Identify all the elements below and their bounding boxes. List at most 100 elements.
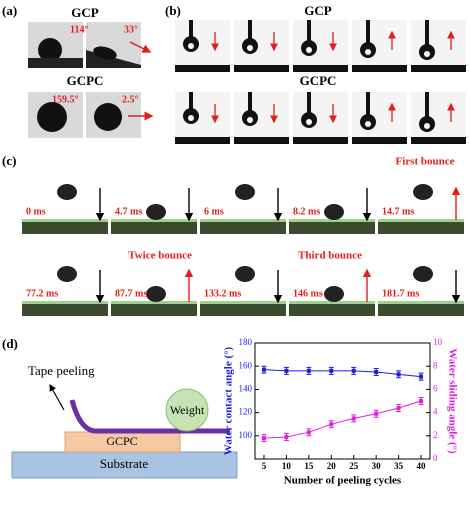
surface	[28, 58, 83, 68]
angle-label: 33°	[124, 24, 138, 35]
marker	[419, 399, 424, 403]
y2-tick-label: 6	[433, 383, 438, 393]
time-label: 6 ms	[204, 206, 224, 217]
frame-row: 0 ms 4.7 ms 6 ms 8.2 ms 14.7 ms 77.2 ms 87.7 m…	[22, 170, 464, 316]
photo	[352, 92, 407, 144]
marker	[306, 430, 311, 435]
droplet	[413, 184, 433, 200]
x-tick-label: 30	[372, 461, 382, 471]
surface	[22, 220, 108, 234]
surface	[289, 220, 375, 234]
marker	[261, 367, 266, 372]
angle-label: 114°	[70, 24, 88, 35]
marker	[261, 436, 266, 441]
label: Weight	[170, 403, 205, 417]
surface	[378, 220, 464, 234]
time-label: 87.7 ms	[115, 288, 147, 299]
marker	[351, 368, 356, 373]
panel-label: (d)	[2, 336, 18, 351]
label: Tape peeling	[28, 363, 95, 378]
marker	[396, 405, 401, 410]
marker	[306, 368, 311, 373]
surface	[200, 302, 286, 316]
photo	[411, 92, 466, 144]
droplet-glint	[247, 45, 253, 51]
angle-label: 2.5°	[122, 94, 139, 105]
droplet-glint	[424, 123, 430, 129]
surface	[293, 65, 348, 72]
y-tick-label: 160	[239, 360, 253, 370]
tape	[69, 399, 230, 434]
droplet	[235, 266, 255, 282]
surface-edge	[22, 301, 108, 304]
droplet-glint	[188, 43, 194, 49]
marker	[419, 374, 424, 379]
chart: 100 120 140 160 180 0 2 4 6 8 10 5 10 15 20 25 30 35 40 Num…	[223, 337, 459, 486]
photo	[293, 92, 348, 144]
substrate	[11, 451, 238, 479]
marker	[329, 368, 334, 373]
y2-axis-label: Water sliding angle (°)	[446, 348, 458, 454]
surface-edge	[289, 301, 375, 304]
marker	[284, 434, 289, 439]
needle	[307, 20, 311, 46]
x-axis-label: Number of peeling cycles	[284, 475, 402, 487]
surface-edge	[111, 219, 197, 222]
surface	[378, 302, 464, 316]
plot-frame	[254, 342, 431, 460]
droplet-glint	[365, 121, 371, 127]
label: Substrate	[100, 456, 149, 471]
needle	[307, 92, 311, 118]
weight	[165, 388, 209, 432]
photo	[352, 20, 407, 72]
marker	[396, 372, 401, 377]
droplet	[57, 266, 77, 282]
droplet-glint	[306, 47, 312, 53]
surface-edge	[200, 219, 286, 222]
photo	[175, 20, 230, 72]
surface	[352, 137, 407, 144]
time-label: 146 ms	[293, 288, 323, 299]
droplet	[37, 102, 67, 132]
surface-edge	[22, 219, 108, 222]
droplet-glint	[247, 117, 253, 123]
x-tick-label: 40	[417, 461, 427, 471]
panel-title: GCP	[304, 3, 332, 18]
droplet	[38, 38, 62, 62]
droplet-glint	[424, 51, 430, 57]
droplet	[57, 184, 77, 200]
needle	[189, 92, 193, 112]
surface-edge	[111, 301, 197, 304]
surface-edge	[200, 301, 286, 304]
droplet	[324, 204, 344, 220]
x-tick-label: 10	[282, 461, 292, 471]
droplet-glint	[365, 49, 371, 55]
surface	[175, 65, 230, 72]
y2-tick-label: 8	[433, 360, 438, 370]
droplet	[94, 103, 122, 131]
annotation: Third bounce	[298, 250, 362, 262]
marker	[374, 370, 379, 374]
y-axis-label: Water contact angle (°)	[223, 346, 235, 455]
needle	[366, 20, 370, 49]
photo	[411, 20, 466, 72]
surface	[411, 137, 466, 144]
panel-label: (c)	[2, 153, 16, 168]
droplet	[324, 286, 344, 302]
surface	[234, 65, 289, 72]
panel-title: GCP	[71, 5, 99, 20]
marker	[284, 368, 289, 373]
panel-title: GCPC	[300, 73, 337, 88]
needle	[248, 20, 252, 43]
photo	[175, 92, 230, 144]
droplet-glint	[188, 115, 194, 121]
surface	[293, 137, 348, 144]
surface	[289, 302, 375, 316]
droplet	[235, 184, 255, 200]
droplet	[146, 286, 166, 302]
series-line	[263, 400, 422, 439]
annotation: Twice bounce	[128, 250, 192, 262]
needle	[425, 92, 429, 124]
surface-edge	[378, 219, 464, 222]
